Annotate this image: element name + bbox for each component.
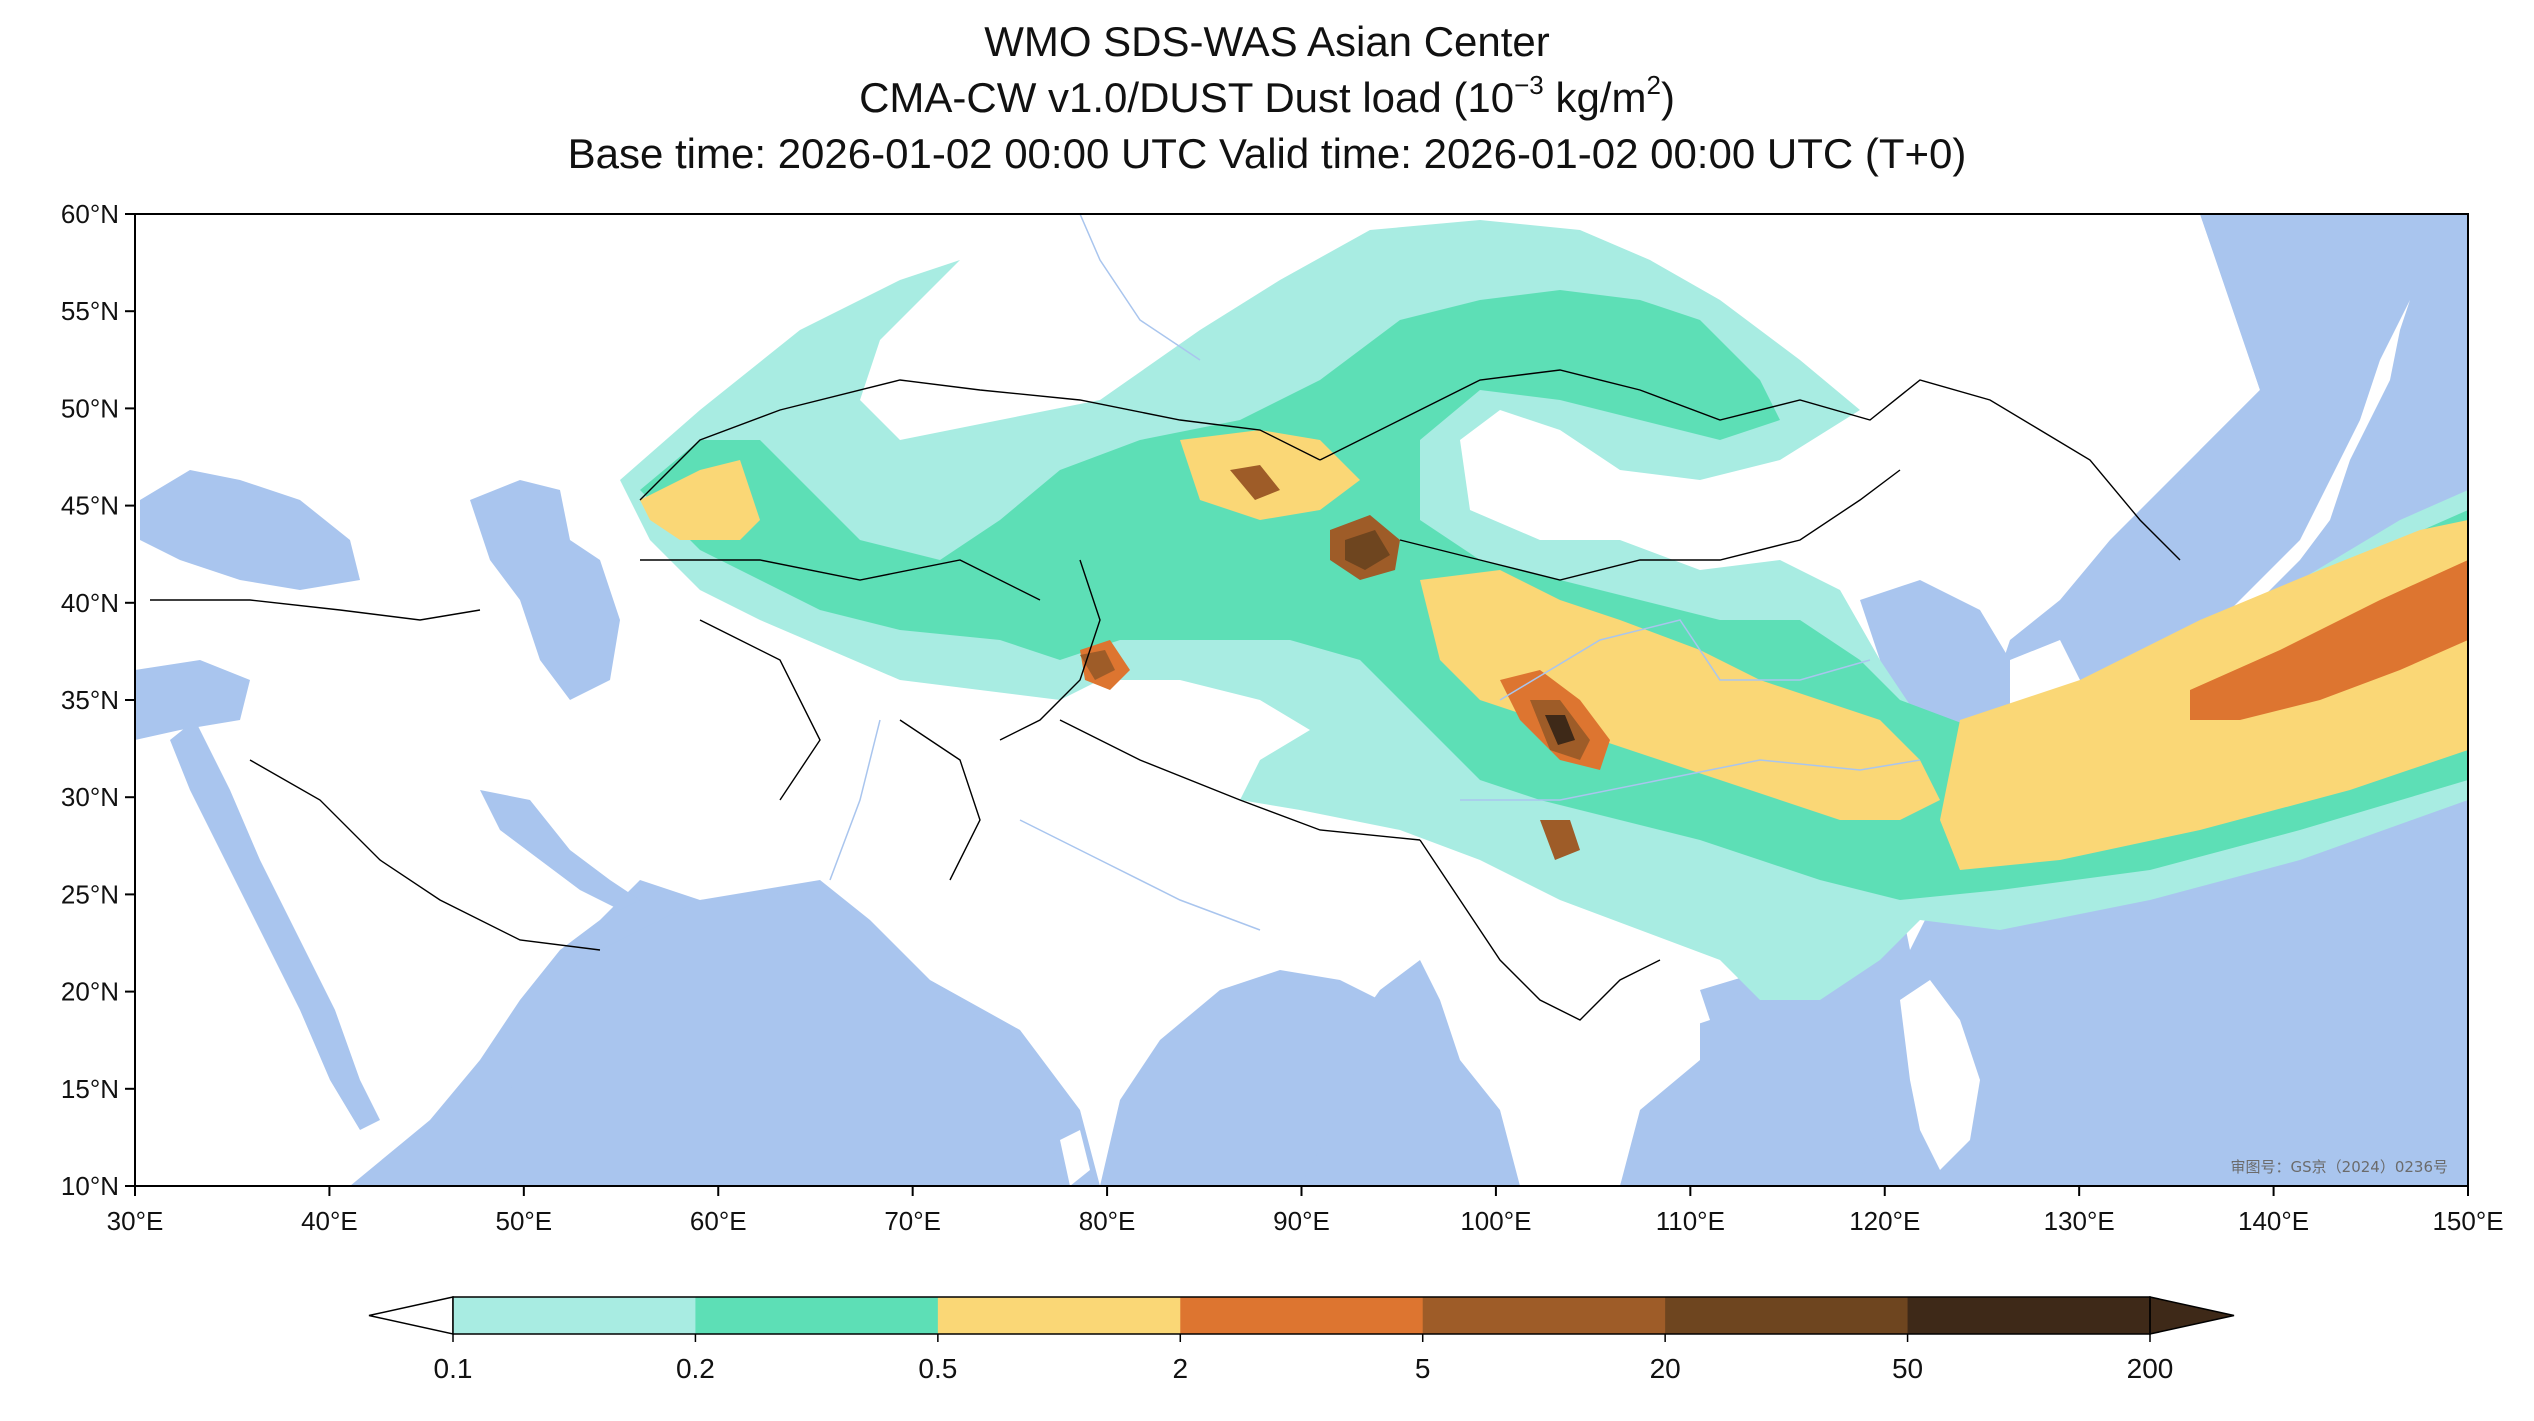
colorbar-segment: [695, 1297, 939, 1334]
border-central-asia: [640, 559, 1041, 601]
title-line-2: CMA-CW v1.0/DUST Dust load (10−3 kg/m2): [0, 70, 2534, 126]
colorbar-tick-label: 5: [1415, 1353, 1431, 1384]
philippines: [1900, 980, 1980, 1170]
sri-lanka: [1060, 1130, 1090, 1186]
river-yangtze: [1460, 759, 1921, 801]
colorbar-segment: [1422, 1297, 1666, 1334]
longitude-axis: 30°E 40°E 50°E 60°E 70°E 80°E 90°E 100°E 110°E 12…: [107, 1186, 2504, 1236]
lat-tick-label: 50°N: [61, 393, 119, 423]
map-watermark: 审图号：GS京（2024）0236号: [2231, 1158, 2449, 1176]
colorbar-frame: [452, 1296, 2151, 1335]
border-turkey-caucasus: [150, 599, 481, 621]
lon-tick-label: 30°E: [107, 1206, 164, 1236]
caspian-sea: [470, 480, 620, 700]
border-iran-afghanistan: [699, 619, 821, 801]
colorbar-segment: [453, 1297, 696, 1334]
lon-tick-label: 40°E: [301, 1206, 358, 1236]
mediterranean-sea: [135, 660, 250, 740]
lat-tick-label: 15°N: [61, 1074, 119, 1104]
dust-level-5-north: [1230, 465, 1280, 500]
border-russia-kazakhstan: [639, 379, 1321, 501]
dust-level-5-sichuan: [1540, 820, 1580, 860]
dust-level-5-kashgar: [1080, 650, 1115, 680]
title-line-1: WMO SDS-WAS Asian Center: [984, 18, 1550, 65]
river-ob: [1079, 214, 1201, 361]
persian-gulf: [480, 790, 640, 910]
colorbar-extend-min: [368, 1296, 454, 1335]
colorbar-tick-label: 200: [2127, 1353, 2174, 1384]
lon-tick-label: 60°E: [690, 1206, 747, 1236]
map-plot-area: 审图号：GS京（2024）0236号: [135, 214, 2468, 1186]
border-middle-east: [249, 759, 601, 951]
colorbar-tick-label: 0.5: [918, 1353, 957, 1384]
lon-tick-label: 90°E: [1273, 1206, 1330, 1236]
lon-tick-label: 130°E: [2044, 1206, 2115, 1236]
rivers: [829, 214, 1921, 931]
lat-tick-label: 40°N: [61, 588, 119, 618]
colorbar-tick-label: 0.2: [676, 1353, 715, 1384]
colorbar-segment: [1665, 1297, 1909, 1334]
lon-tick-label: 140°E: [2238, 1206, 2309, 1236]
colorbar-tick-label: 20: [1650, 1353, 1681, 1384]
border-southeast-asia: [1419, 839, 1661, 1021]
river-yellow: [1499, 619, 1871, 701]
lon-tick-label: 150°E: [2432, 1206, 2503, 1236]
lon-tick-label: 50°E: [495, 1206, 552, 1236]
national-borders: [150, 369, 2181, 1021]
colorbar-tick-label: 2: [1172, 1353, 1188, 1384]
dust-level-50-hexi: [1545, 715, 1575, 745]
lon-tick-label: 80°E: [1079, 1206, 1136, 1236]
lon-tick-label: 70°E: [884, 1206, 941, 1236]
lat-tick-label: 60°N: [61, 199, 119, 229]
bay-of-bengal: [1100, 970, 1380, 1186]
title-line-2-prefix: CMA-CW v1.0/DUST Dust load (10: [859, 74, 1515, 121]
dust-level-2-pacific: [2190, 560, 2468, 720]
black-sea: [140, 470, 360, 590]
arabian-sea: [480, 890, 1060, 1186]
title-line-2-suffix: ): [1660, 74, 1675, 121]
colorbar-tick-label: 0.1: [434, 1353, 473, 1384]
border-china-central-asia: [999, 559, 1101, 741]
dust-level-0-5: [640, 460, 760, 540]
map-title: WMO SDS-WAS Asian Center CMA-CW v1.0/DUS…: [0, 14, 2534, 182]
lat-tick-label: 45°N: [61, 491, 119, 521]
border-russia-mongolia-china: [1319, 369, 2181, 561]
lon-tick-label: 100°E: [1460, 1206, 1531, 1236]
lat-tick-label: 20°N: [61, 977, 119, 1007]
border-mongolia-china: [1399, 469, 1901, 581]
title-line-2-unit: kg/m: [1543, 74, 1647, 121]
dust-level-0-5-tianshan: [1180, 430, 1360, 520]
title-line-3: Base time: 2026-01-02 00:00 UTC Valid ti…: [567, 130, 1967, 177]
lat-tick-label: 55°N: [61, 296, 119, 326]
lat-tick-label: 35°N: [61, 685, 119, 715]
colorbar-extend-max: [2149, 1296, 2235, 1335]
title-line-2-exponent: −3: [1514, 70, 1544, 100]
hainan: [1670, 990, 1710, 1030]
south-china-sea: [1620, 940, 1900, 1186]
colorbar-segment: [1180, 1297, 1424, 1334]
title-line-2-exponent-2: 2: [1646, 70, 1661, 100]
river-indus: [829, 719, 881, 881]
river-ganges: [1019, 819, 1261, 931]
lat-tick-label: 25°N: [61, 879, 119, 909]
border-china-india: [1059, 719, 1421, 841]
dust-level-20-junggar: [1345, 530, 1390, 570]
dust-level-0-5-china: [1420, 570, 1940, 820]
border-pakistan-india: [899, 719, 981, 881]
colorbar-tick-label: 50: [1892, 1353, 1923, 1384]
lat-tick-label: 10°N: [61, 1171, 119, 1201]
lon-tick-label: 120°E: [1849, 1206, 1920, 1236]
colorbar-segment: [1907, 1297, 2151, 1334]
lon-tick-label: 110°E: [1656, 1206, 1725, 1236]
colorbar: 0.1 0.2 0.5 2 5 20 50 200: [368, 1296, 2235, 1384]
lat-tick-label: 30°N: [61, 782, 119, 812]
colorbar-segment: [937, 1297, 1181, 1334]
dust-contours: [620, 220, 2468, 1000]
latitude-axis: 60°N 55°N 50°N 45°N 40°N 35°N 30°N 25°N 20°N 15°N…: [61, 199, 135, 1201]
red-sea: [170, 720, 380, 1130]
